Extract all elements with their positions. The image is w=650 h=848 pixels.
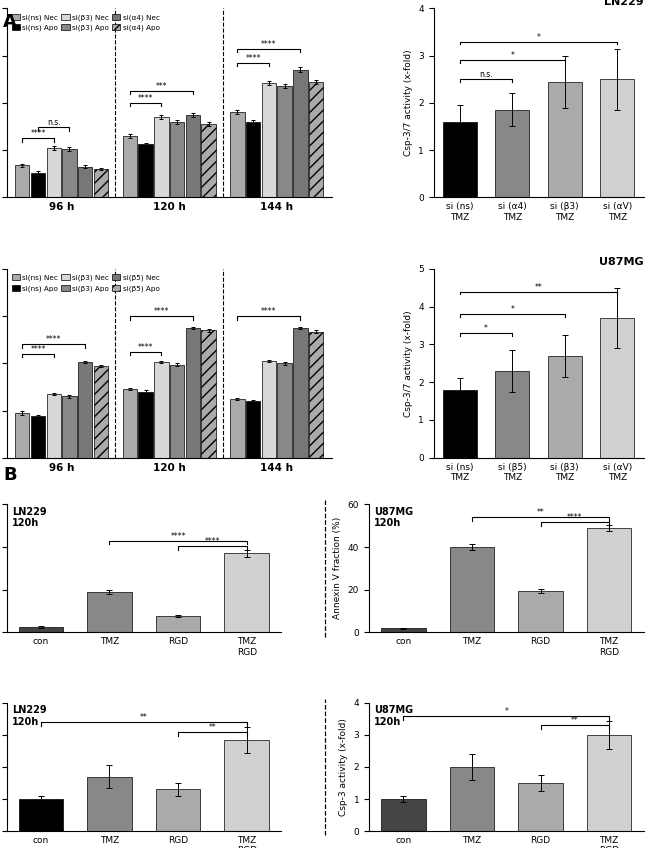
Text: ****: ****: [138, 94, 153, 103]
Bar: [94, 365, 108, 505]
Bar: [293, 70, 307, 198]
Legend: si(ns) Nec, si(ns) Apo, si(β3) Nec, si(β3) Apo, si(β5) Nec, si(β5) Apo: si(ns) Nec, si(ns) Apo, si(β3) Nec, si(β…: [10, 272, 161, 293]
Y-axis label: Csp-3/7 activity (x-fold): Csp-3/7 activity (x-fold): [404, 310, 413, 416]
Bar: [123, 389, 137, 505]
Y-axis label: Csp-3/7 activity (x-fold): Csp-3/7 activity (x-fold): [404, 49, 413, 156]
Bar: [518, 783, 563, 831]
Bar: [18, 628, 63, 633]
Text: **: **: [140, 713, 148, 722]
Bar: [443, 122, 477, 198]
Bar: [278, 86, 292, 198]
Bar: [123, 136, 137, 198]
Bar: [78, 166, 92, 198]
Text: ****: ****: [31, 345, 46, 354]
Bar: [202, 124, 216, 198]
Text: *: *: [510, 305, 514, 315]
Text: **: **: [571, 717, 578, 725]
Bar: [18, 799, 63, 831]
Bar: [450, 767, 494, 831]
Bar: [186, 328, 200, 505]
Bar: [495, 371, 529, 458]
Text: **: **: [537, 508, 545, 517]
Text: A: A: [3, 13, 17, 31]
Text: **: **: [209, 722, 216, 732]
Bar: [15, 165, 29, 198]
Bar: [450, 547, 494, 633]
Text: *: *: [484, 324, 488, 333]
Text: ****: ****: [153, 307, 169, 316]
Text: ****: ****: [138, 343, 153, 352]
Bar: [443, 390, 477, 458]
Bar: [138, 392, 153, 505]
Bar: [600, 318, 634, 458]
Text: LN229: LN229: [604, 0, 644, 7]
Text: ***: ***: [155, 82, 167, 91]
Bar: [381, 628, 426, 633]
Text: n.s.: n.s.: [479, 70, 493, 79]
Bar: [246, 401, 261, 505]
Bar: [262, 83, 276, 198]
Text: LN229
120h: LN229 120h: [12, 507, 47, 528]
Bar: [156, 616, 200, 633]
Bar: [600, 79, 634, 198]
Y-axis label: Csp-3 activity (x-fold): Csp-3 activity (x-fold): [339, 718, 348, 816]
Text: *: *: [537, 32, 541, 42]
Text: *: *: [510, 52, 514, 60]
Bar: [548, 81, 582, 198]
Text: B: B: [3, 466, 17, 484]
Text: U87MG: U87MG: [599, 257, 644, 267]
Bar: [62, 149, 77, 198]
Text: ****: ****: [170, 532, 186, 541]
Bar: [31, 416, 46, 505]
Bar: [587, 735, 632, 831]
Bar: [495, 110, 529, 198]
Bar: [262, 361, 276, 505]
Bar: [154, 362, 168, 505]
Bar: [224, 554, 269, 633]
Bar: [47, 148, 61, 198]
Y-axis label: Annexin V fraction (%): Annexin V fraction (%): [333, 517, 342, 620]
Bar: [170, 122, 185, 198]
Text: **: **: [535, 282, 542, 292]
Text: U87MG
120h: U87MG 120h: [374, 507, 413, 528]
Bar: [47, 394, 61, 505]
Bar: [15, 413, 29, 505]
Text: ****: ****: [567, 513, 582, 522]
Bar: [186, 114, 200, 198]
Text: ****: ****: [31, 129, 46, 138]
Text: LN229
120h: LN229 120h: [12, 706, 47, 727]
Text: ****: ****: [205, 537, 220, 546]
Text: *: *: [504, 706, 508, 716]
Text: ****: ****: [261, 307, 277, 316]
Bar: [309, 332, 323, 505]
Text: n.s.: n.s.: [47, 119, 60, 127]
Bar: [587, 527, 632, 633]
Bar: [78, 362, 92, 505]
Bar: [94, 169, 108, 198]
Bar: [309, 81, 323, 198]
Bar: [548, 356, 582, 458]
Text: ****: ****: [246, 53, 261, 63]
Bar: [230, 112, 244, 198]
Bar: [224, 739, 269, 831]
Text: U87MG
120h: U87MG 120h: [374, 706, 413, 727]
Bar: [170, 365, 185, 505]
Bar: [87, 777, 132, 831]
Bar: [154, 117, 168, 198]
Bar: [31, 173, 46, 198]
Bar: [518, 591, 563, 633]
Bar: [156, 789, 200, 831]
Legend: si(ns) Nec, si(ns) Apo, si(β3) Nec, si(β3) Apo, si(α4) Nec, si(α4) Apo: si(ns) Nec, si(ns) Apo, si(β3) Nec, si(β…: [10, 12, 161, 32]
Bar: [62, 396, 77, 505]
Bar: [230, 399, 244, 505]
Bar: [293, 328, 307, 505]
Bar: [87, 592, 132, 633]
Bar: [138, 144, 153, 198]
Text: ****: ****: [261, 40, 277, 48]
Bar: [278, 363, 292, 505]
Bar: [202, 331, 216, 505]
Text: ****: ****: [46, 336, 62, 344]
Bar: [246, 122, 261, 198]
Bar: [381, 799, 426, 831]
